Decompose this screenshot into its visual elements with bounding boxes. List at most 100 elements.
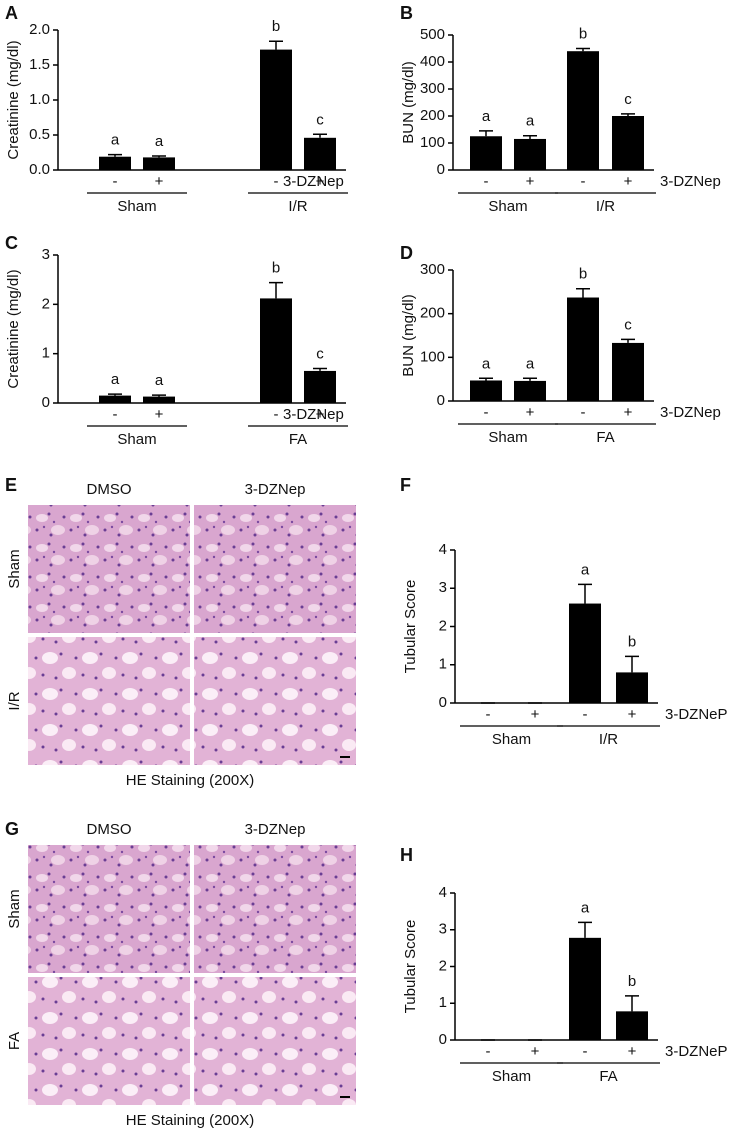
histology-image	[28, 845, 190, 973]
treatment-label: 3-DZNep	[283, 173, 344, 190]
error-bar	[152, 394, 166, 397]
row-label: I/R	[6, 691, 23, 710]
x-tick-label: +	[316, 173, 325, 190]
significance-label: c	[624, 316, 632, 333]
panel-letter: H	[400, 845, 413, 865]
bar	[304, 137, 336, 170]
group-label: Sham	[492, 1068, 531, 1085]
bar	[616, 1011, 648, 1040]
y-axis-label: Creatinine (mg/dl)	[5, 40, 22, 159]
panel-letter: E	[5, 475, 17, 495]
error-bar	[313, 367, 327, 371]
bar	[143, 157, 175, 170]
error-bar	[578, 583, 592, 604]
error-bar	[269, 40, 283, 50]
x-tick-label: -	[113, 173, 118, 190]
significance-label: a	[526, 355, 535, 372]
error-bar	[108, 393, 122, 396]
y-tick-label: 200	[420, 107, 445, 124]
group-label: Sham	[117, 431, 156, 448]
group-label: Sham	[117, 198, 156, 215]
treatment-label: 3-DZNep	[660, 404, 721, 421]
significance-label: a	[155, 372, 164, 389]
x-tick-label: -	[486, 706, 491, 723]
error-bar	[621, 338, 635, 343]
bar	[470, 136, 502, 170]
y-axis-label: BUN (mg/dl)	[400, 61, 417, 144]
significance-label: a	[155, 133, 164, 150]
histology-image	[28, 977, 190, 1105]
histology-image	[194, 845, 356, 973]
y-tick-label: 4	[439, 884, 447, 901]
x-tick-label: -	[486, 1043, 491, 1060]
group-label: I/R	[596, 198, 615, 215]
treatment-label: 3-DZNep	[283, 406, 344, 423]
bar	[612, 342, 644, 401]
row-label: Sham	[6, 549, 23, 588]
y-tick-label: 0	[437, 392, 445, 409]
treatment-label: 3-DZNeP	[665, 706, 728, 723]
error-bar	[621, 113, 635, 116]
y-tick-label: 1	[42, 345, 50, 362]
y-tick-label: 1	[439, 656, 447, 673]
bar	[569, 937, 601, 1040]
x-tick-label: -	[581, 173, 586, 190]
group-label: I/R	[288, 198, 307, 215]
error-bar	[576, 47, 590, 52]
bar	[612, 116, 644, 170]
group-label: FA	[599, 1068, 617, 1085]
y-tick-label: 2	[42, 295, 50, 312]
y-tick-label: 400	[420, 53, 445, 70]
bar	[260, 49, 292, 170]
column-label: 3-DZNep	[245, 481, 306, 498]
bar	[567, 297, 599, 401]
x-tick-label: +	[628, 706, 637, 723]
bar	[470, 380, 502, 401]
significance-label: a	[581, 561, 590, 578]
y-tick-label: 0	[42, 394, 50, 411]
y-axis-label: Tubular Score	[402, 920, 419, 1014]
y-tick-label: 300	[420, 261, 445, 278]
y-tick-label: 0.0	[29, 161, 50, 178]
y-tick-label: 1.0	[29, 91, 50, 108]
group-label: Sham	[488, 198, 527, 215]
x-tick-label: +	[531, 1043, 540, 1060]
bar	[567, 51, 599, 171]
y-tick-label: 3	[42, 246, 50, 263]
significance-label: b	[628, 973, 636, 990]
y-tick-label: 100	[420, 348, 445, 365]
error-bar	[108, 153, 122, 157]
y-axis-label: BUN (mg/dl)	[400, 294, 417, 377]
y-axis-label: Tubular Score	[402, 580, 419, 674]
bar	[514, 380, 546, 401]
row-label: FA	[6, 1032, 23, 1050]
x-tick-label: -	[113, 406, 118, 423]
bar	[99, 395, 131, 403]
y-tick-label: 500	[420, 26, 445, 43]
bar	[143, 396, 175, 403]
y-tick-label: 3	[439, 579, 447, 596]
y-tick-label: 0	[437, 161, 445, 178]
x-tick-label: +	[526, 173, 535, 190]
y-tick-label: 2	[439, 957, 447, 974]
panel-letter: C	[5, 233, 18, 253]
treatment-label: 3-DZNeP	[665, 1043, 728, 1060]
panel-letter: D	[400, 243, 413, 263]
x-tick-label: -	[274, 406, 279, 423]
significance-label: b	[272, 260, 280, 277]
significance-label: b	[579, 25, 587, 42]
panel-letter: G	[5, 819, 19, 839]
error-bar	[313, 133, 327, 138]
group-label: Sham	[492, 731, 531, 748]
error-bar	[625, 995, 639, 1012]
histology-image	[194, 637, 356, 765]
y-tick-label: 0	[439, 1031, 447, 1048]
significance-label: c	[316, 345, 324, 362]
x-tick-label: +	[531, 706, 540, 723]
y-tick-label: 200	[420, 305, 445, 322]
significance-label: c	[624, 91, 632, 108]
bar	[99, 156, 131, 170]
significance-label: a	[482, 108, 491, 125]
x-tick-label: +	[624, 173, 633, 190]
